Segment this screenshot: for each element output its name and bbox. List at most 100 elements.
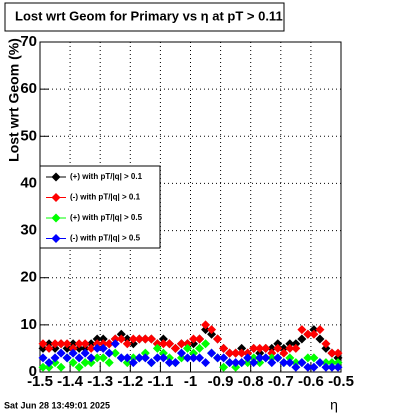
marker [309, 353, 319, 363]
marker [267, 343, 277, 353]
marker [279, 358, 289, 368]
marker [50, 353, 60, 363]
marker [116, 329, 126, 339]
marker [273, 339, 283, 349]
x-tick-label: -1.1 [147, 373, 173, 390]
marker [189, 334, 199, 344]
marker [309, 362, 319, 372]
y-tick-label: 0 [29, 363, 37, 380]
marker [201, 325, 211, 335]
y-tick-label: 20 [20, 269, 37, 286]
marker [189, 339, 199, 349]
marker [44, 339, 54, 349]
marker [195, 343, 205, 353]
marker [152, 343, 162, 353]
marker [164, 353, 174, 363]
legend-marker [51, 172, 61, 182]
footer: Sat Jun 28 13:49:01 2025 [4, 400, 110, 410]
marker [201, 358, 211, 368]
marker [182, 353, 192, 363]
marker [213, 334, 223, 344]
x-tick-label: -0.8 [238, 373, 264, 390]
marker [140, 334, 150, 344]
marker [62, 353, 72, 363]
x-tick-label: -0.7 [268, 373, 294, 390]
marker [134, 334, 144, 344]
marker [110, 334, 120, 344]
marker [309, 329, 319, 339]
marker [303, 362, 313, 372]
marker [333, 348, 343, 358]
marker [38, 339, 48, 349]
marker [267, 348, 277, 358]
legend-marker [51, 193, 61, 202]
marker [56, 348, 66, 358]
marker [279, 343, 289, 353]
marker [152, 353, 162, 363]
legend-marker [51, 234, 61, 243]
marker [255, 343, 265, 353]
marker [237, 348, 247, 358]
marker [140, 348, 150, 358]
marker [128, 339, 138, 349]
marker [207, 348, 217, 358]
marker [86, 339, 96, 349]
legend-label: (-) with pT/|q| > 0.1 [70, 193, 141, 202]
marker [80, 358, 90, 368]
marker [74, 343, 84, 353]
marker [110, 348, 120, 358]
marker [285, 339, 295, 349]
marker [261, 343, 271, 353]
marker [38, 362, 48, 372]
marker [146, 358, 156, 368]
chart-title: Lost wrt Geom for Primary vs η at pT > 0… [15, 8, 283, 23]
marker [231, 348, 241, 358]
marker [255, 358, 265, 368]
marker [182, 339, 192, 349]
marker [255, 348, 265, 358]
y-tick-label: 10 [20, 316, 37, 333]
marker [80, 339, 90, 349]
marker [140, 353, 150, 363]
marker [164, 358, 174, 368]
marker [327, 358, 337, 368]
marker [92, 334, 102, 344]
marker [104, 348, 114, 358]
marker [291, 343, 301, 353]
marker [122, 358, 132, 368]
marker [189, 348, 199, 358]
marker [321, 358, 331, 368]
y-tick-label: 60 [20, 80, 37, 97]
marker [321, 362, 331, 372]
marker [92, 343, 102, 353]
marker [297, 358, 307, 368]
marker [249, 343, 259, 353]
marker [128, 358, 138, 368]
marker [291, 362, 301, 372]
marker [273, 353, 283, 363]
marker [92, 353, 102, 363]
y-tick-label: 50 [20, 127, 37, 144]
marker [261, 353, 271, 363]
marker [38, 343, 48, 353]
marker [297, 325, 307, 335]
x-tick-label: -1.5 [27, 373, 53, 390]
marker [315, 358, 325, 368]
marker [291, 358, 301, 368]
marker [285, 358, 295, 368]
marker [243, 358, 253, 368]
marker [231, 358, 241, 368]
marker [122, 339, 132, 349]
marker [267, 353, 277, 363]
marker [195, 353, 205, 363]
marker [62, 339, 72, 349]
marker [98, 353, 108, 363]
marker [243, 353, 253, 363]
marker [285, 343, 295, 353]
title-box [4, 2, 285, 32]
marker [146, 334, 156, 344]
marker [219, 343, 229, 353]
marker [104, 339, 114, 349]
marker [44, 343, 54, 353]
